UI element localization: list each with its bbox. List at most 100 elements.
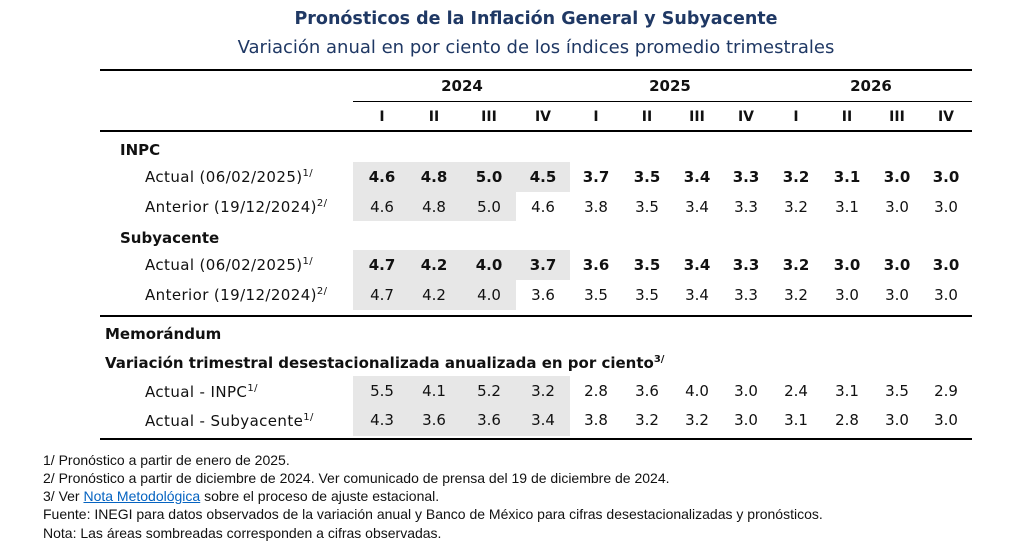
quarter-header: II — [841, 109, 853, 125]
table-cell: 3.0 — [883, 168, 911, 186]
page-title: Pronósticos de la Inflación General y Su… — [294, 9, 778, 29]
table-cell: 3.0 — [934, 198, 958, 216]
table-cell: 4.6 — [368, 168, 396, 186]
table-cell: 4.7 — [370, 286, 394, 304]
table-cell: 3.5 — [635, 198, 659, 216]
table-cell: 3.4 — [683, 256, 711, 274]
table-cell: 3.0 — [833, 256, 861, 274]
table-cell: 3.0 — [932, 256, 960, 274]
table-cell: 3.1 — [784, 411, 808, 429]
table-cell: 3.0 — [932, 168, 960, 186]
quarter-header: I — [793, 109, 799, 125]
footnote-ref: 1/ — [303, 412, 314, 423]
footnote-1: 1/ Pronóstico a partir de enero de 2025. — [43, 452, 290, 468]
table-cell: 3.2 — [531, 382, 555, 400]
row-label-memo-subyacente: Actual - Subyacente1/ — [145, 412, 314, 430]
table-cell: 3.1 — [835, 198, 859, 216]
footnote-ref: 1/ — [302, 256, 314, 267]
observed-shade-memo — [353, 376, 570, 436]
footnote-ref: 3/ — [653, 354, 665, 365]
table-cell: 4.6 — [370, 198, 394, 216]
table-cell: 3.3 — [732, 256, 760, 274]
table-cell: 3.4 — [531, 411, 555, 429]
table-cell: 3.6 — [635, 382, 659, 400]
quarter-header: II — [428, 109, 440, 125]
quarter-header: I — [593, 109, 599, 125]
observed-shade-inpc-actual — [353, 162, 570, 192]
table-cell: 3.6 — [477, 411, 501, 429]
table-cell: 3.0 — [885, 198, 909, 216]
table-cell: 3.7 — [582, 168, 610, 186]
table-cell: 4.0 — [685, 382, 709, 400]
table-cell: 3.0 — [885, 411, 909, 429]
row-label-memo-inpc: Actual - INPC1/ — [145, 383, 258, 401]
table-cell: 3.2 — [782, 256, 810, 274]
table-cell: 3.4 — [685, 198, 709, 216]
footnote-ref: 2/ — [316, 198, 328, 209]
table-cell: 3.8 — [584, 198, 608, 216]
table-cell: 3.2 — [685, 411, 709, 429]
table-cell: 3.1 — [833, 168, 861, 186]
nota-metodologica-link[interactable]: Nota Metodológica — [83, 488, 201, 504]
table-cell: 4.2 — [420, 256, 448, 274]
year-header: 2026 — [850, 77, 892, 95]
table-cell: 3.3 — [734, 286, 758, 304]
table-cell: 3.0 — [734, 382, 758, 400]
table-cell: 3.1 — [835, 382, 859, 400]
table-cell: 4.8 — [422, 198, 446, 216]
row-label-sub-actual: Actual (06/02/2025)1/ — [145, 256, 314, 274]
table-cell: 3.2 — [635, 411, 659, 429]
table-cell: 3.2 — [782, 168, 810, 186]
page-subtitle: Variación anual en por ciento de los índ… — [237, 37, 835, 58]
year-header: 2024 — [441, 77, 483, 95]
table-cell: 5.0 — [475, 168, 503, 186]
footnote-fuente: Fuente: INEGI para datos observados de l… — [43, 506, 823, 522]
table-cell: 4.2 — [422, 286, 446, 304]
table-cell: 3.0 — [934, 411, 958, 429]
quarter-header: IV — [534, 109, 552, 125]
table-cell: 2.9 — [934, 382, 958, 400]
row-label-inpc-actual: Actual (06/02/2025)1/ — [145, 168, 314, 186]
section-label-subyacente: Subyacente — [120, 229, 220, 247]
table-cell: 5.2 — [477, 382, 501, 400]
quarter-header: I — [379, 109, 385, 125]
table-cell: 3.0 — [734, 411, 758, 429]
table-cell: 3.7 — [529, 256, 557, 274]
year-underline — [353, 101, 972, 102]
table-cell: 2.4 — [784, 382, 808, 400]
quarter-header: II — [641, 109, 653, 125]
table-cell: 3.5 — [633, 168, 661, 186]
row-label-inpc-anterior: Anterior (19/12/2024)2/ — [145, 198, 328, 216]
quarter-header: III — [689, 109, 705, 125]
quarter-header: IV — [937, 109, 955, 125]
table-cell: 3.5 — [635, 286, 659, 304]
table-cell: 3.0 — [883, 256, 911, 274]
footnote-ref: 1/ — [247, 383, 258, 394]
memo-rule — [100, 315, 972, 317]
footnote-ref: 1/ — [302, 168, 314, 179]
table-cell: 3.0 — [885, 286, 909, 304]
footnote-nota: Nota: Las áreas sombreadas corresponden … — [43, 525, 442, 541]
memo-subtitle: Variación trimestral desestacionalizada … — [105, 354, 665, 372]
table-cell: 3.5 — [633, 256, 661, 274]
table-cell: 3.5 — [584, 286, 608, 304]
quarter-header: III — [481, 109, 497, 125]
table-cell: 4.0 — [475, 256, 503, 274]
table-bottom-rule — [100, 438, 972, 440]
footnote-ref: 2/ — [316, 286, 328, 297]
table-cell: 3.6 — [422, 411, 446, 429]
table-cell: 4.8 — [420, 168, 448, 186]
table-cell: 3.6 — [582, 256, 610, 274]
table-top-rule — [100, 69, 972, 71]
table-cell: 4.1 — [422, 382, 446, 400]
table-cell: 3.5 — [885, 382, 909, 400]
footnote-2: 2/ Pronóstico a partir de diciembre de 2… — [43, 470, 670, 486]
table-cell: 2.8 — [835, 411, 859, 429]
table-cell: 3.8 — [584, 411, 608, 429]
row-label-sub-anterior: Anterior (19/12/2024)2/ — [145, 286, 328, 304]
footnote-3: 3/ Ver Nota Metodológica sobre el proces… — [43, 488, 440, 504]
quarter-header: IV — [737, 109, 755, 125]
table-cell: 3.2 — [784, 286, 808, 304]
table-cell: 5.5 — [370, 382, 394, 400]
table-cell: 3.3 — [734, 198, 758, 216]
